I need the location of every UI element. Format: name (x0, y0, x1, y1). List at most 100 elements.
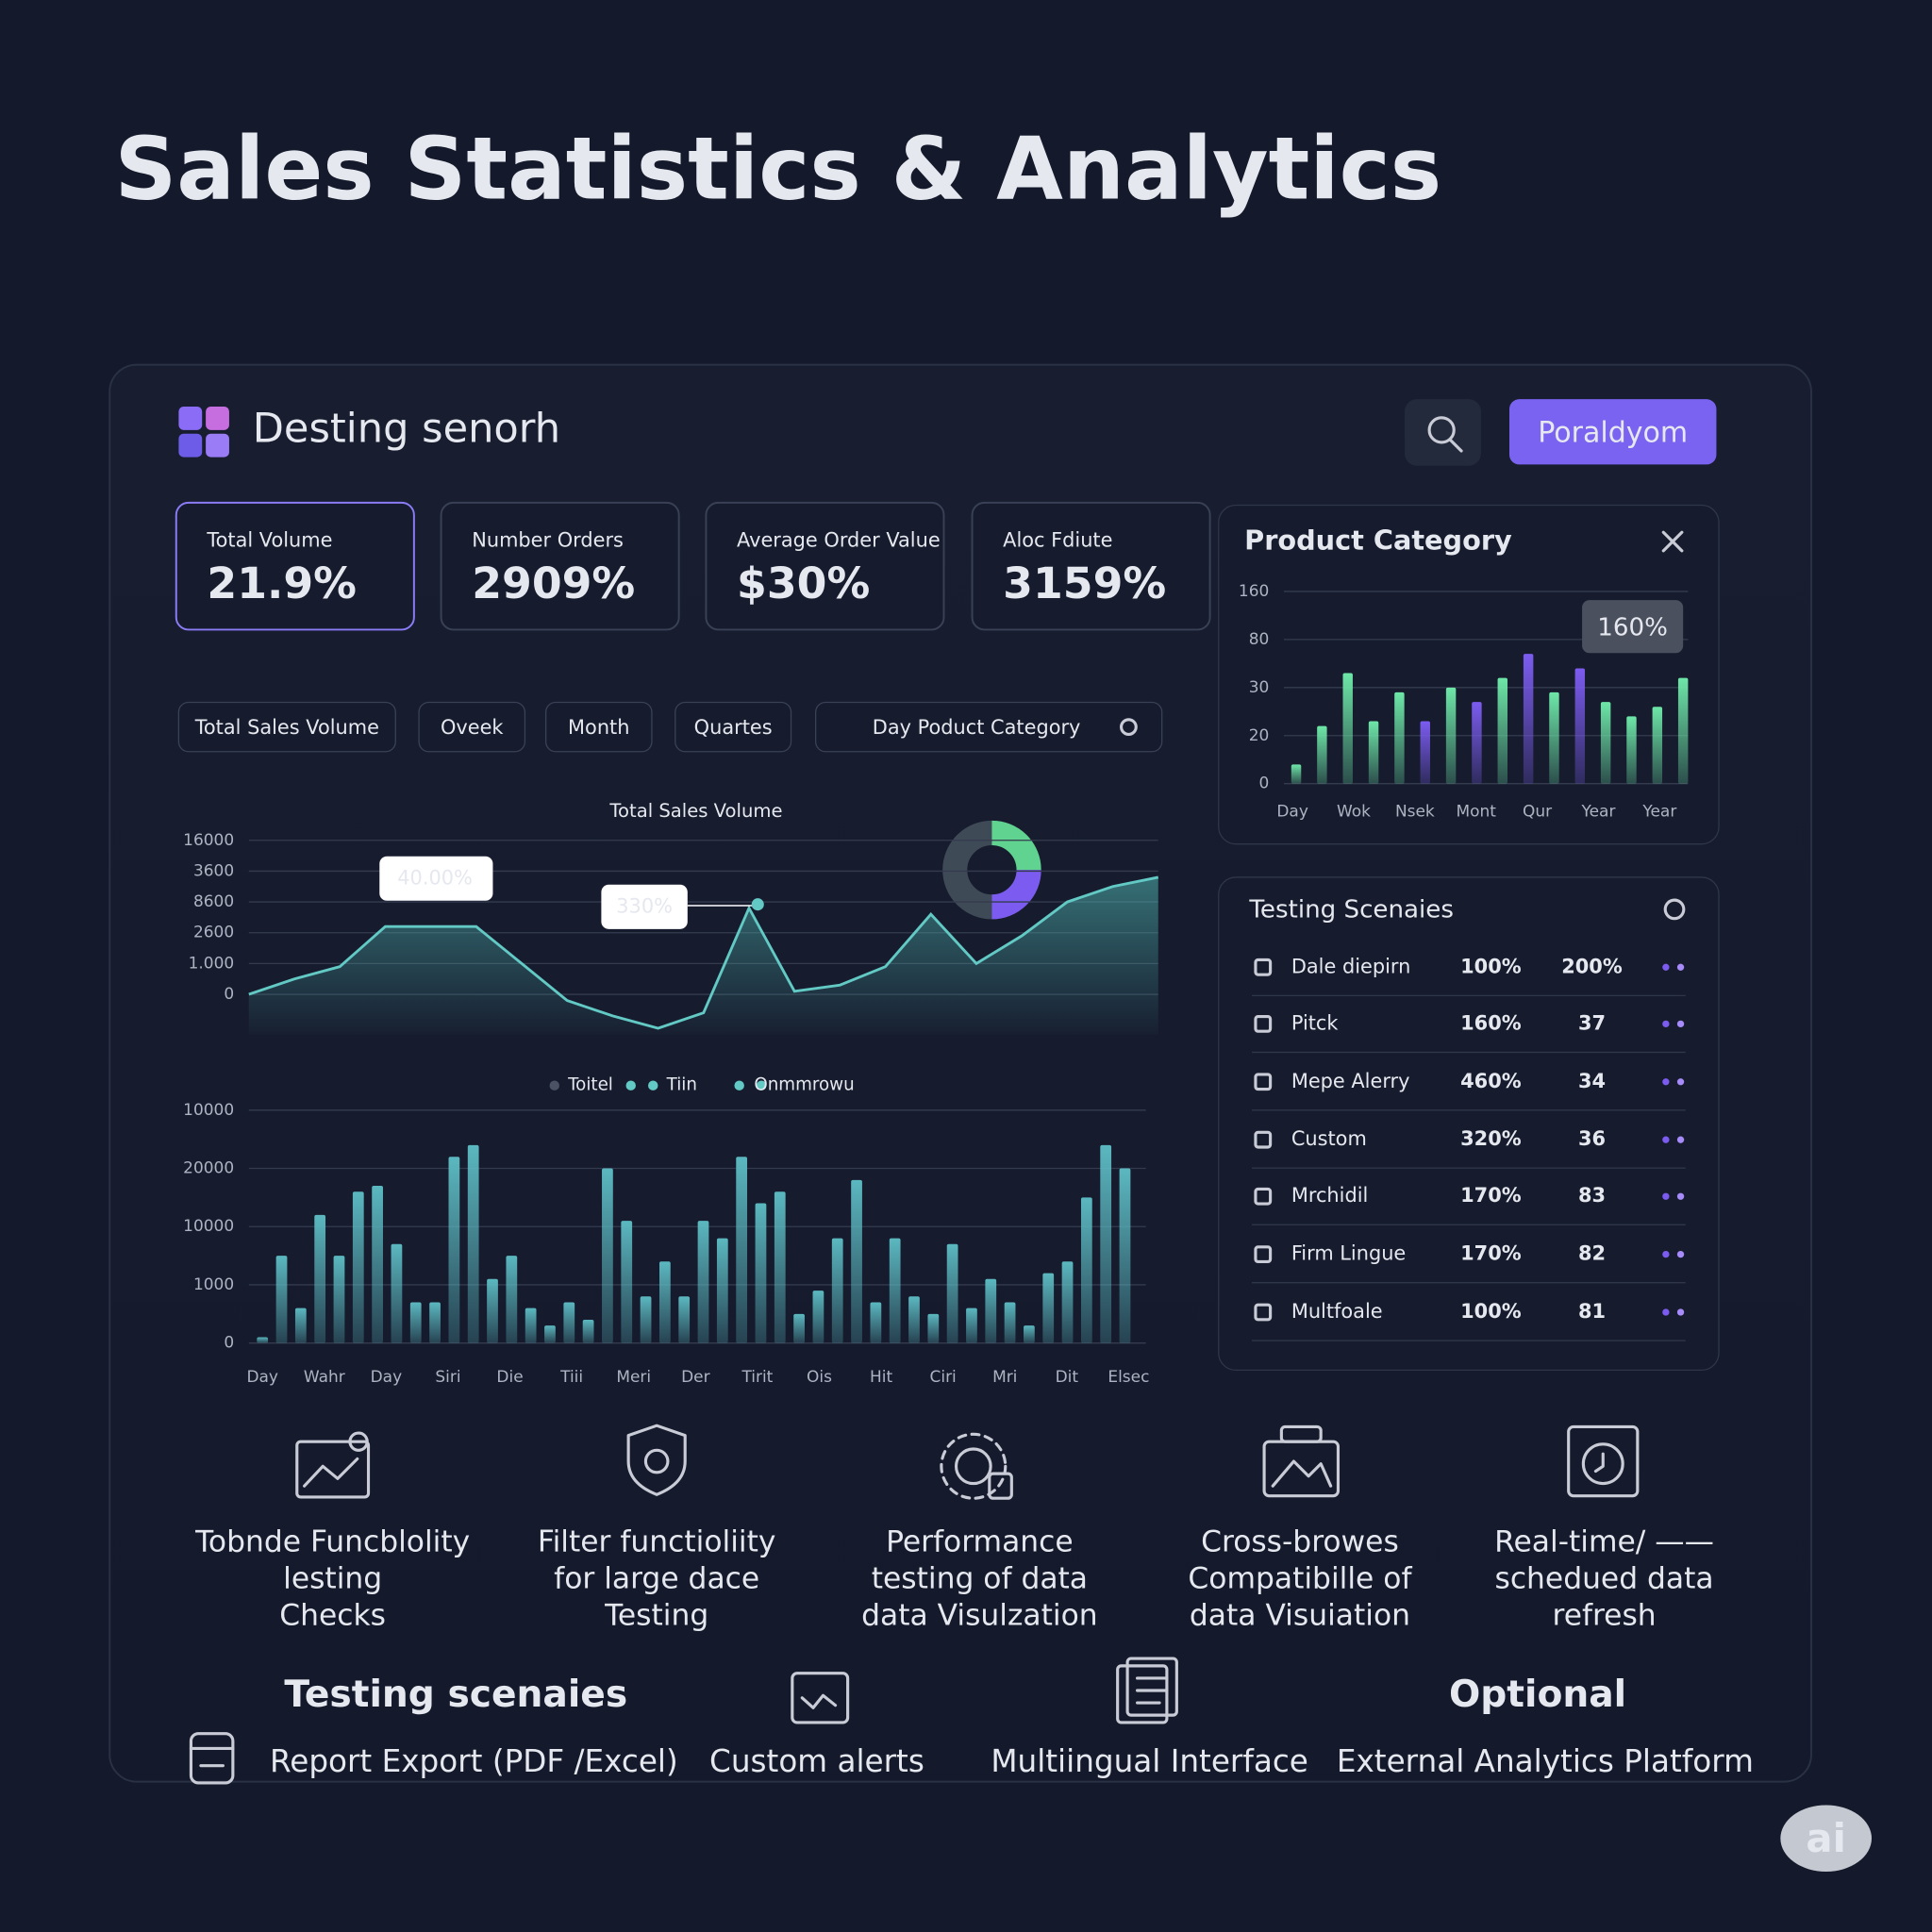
x-tick-label: Tiii (559, 1368, 583, 1387)
bar (831, 1238, 843, 1343)
bar (525, 1307, 537, 1343)
section-heading: Optional (1449, 1674, 1626, 1716)
bar (1291, 764, 1302, 784)
row-dot[interactable] (1676, 1308, 1685, 1316)
x-tick-label: Tirit (741, 1368, 773, 1387)
filter-chip[interactable] (675, 701, 792, 753)
annotation: 40.00% (397, 866, 473, 889)
x-tick-label: Meri (616, 1368, 651, 1387)
search-button[interactable] (1404, 399, 1481, 466)
x-tick-label: Year (1581, 803, 1616, 822)
bar (736, 1157, 748, 1343)
bar (1574, 668, 1586, 784)
filter-label[interactable]: Total Sales Volume (194, 716, 379, 739)
close-icon[interactable] (1661, 530, 1684, 553)
row-value: 160% (1460, 1011, 1522, 1034)
bar (1445, 687, 1457, 784)
kpi-label: Total Volume (206, 528, 332, 551)
x-tick-label: Siri (435, 1368, 460, 1387)
row-icon (1254, 1245, 1273, 1264)
y-tick-label: 160 (1239, 582, 1269, 601)
donut-decoration (942, 820, 1041, 920)
row-icon (1254, 958, 1273, 976)
bar (506, 1256, 518, 1343)
bottom-item: External Analytics Platform (1337, 1743, 1754, 1779)
primary-button-label[interactable]: Poraldyom (1538, 416, 1688, 449)
row-dot[interactable] (1662, 1020, 1670, 1028)
bar (429, 1302, 441, 1343)
area-line (248, 875, 1159, 1030)
bar (966, 1307, 977, 1343)
bar (621, 1221, 633, 1343)
row-dot[interactable] (1676, 1136, 1685, 1143)
row-icon (1254, 1014, 1273, 1033)
row-dot[interactable] (1662, 1250, 1670, 1258)
x-tick-label: Ciri (930, 1368, 957, 1387)
product-title: Product Category (1244, 525, 1512, 557)
brand-name: Desting senorh (253, 406, 560, 453)
feature-label: data Visuiation (1190, 1599, 1410, 1633)
row-name: Mepe Alerry (1291, 1070, 1410, 1092)
x-tick-label: Qur (1523, 803, 1552, 822)
row-dot[interactable] (1662, 963, 1670, 971)
testing-card (1218, 876, 1720, 1372)
row-icon (1254, 1187, 1273, 1206)
filter-icon[interactable] (1120, 718, 1138, 737)
filter-label[interactable]: Day Poduct Category (873, 716, 1081, 739)
filter-chip[interactable] (544, 701, 653, 753)
filter-chip[interactable] (177, 701, 396, 753)
bar (1080, 1197, 1092, 1343)
bar (946, 1243, 958, 1343)
row-dot[interactable] (1662, 1136, 1670, 1143)
feature-label: Cross-browes (1201, 1524, 1399, 1558)
filter-label[interactable]: Oveek (441, 716, 504, 739)
x-tick-label: Day (1276, 803, 1308, 822)
filter-chip[interactable] (418, 701, 526, 753)
row-dot[interactable] (1676, 1020, 1685, 1028)
y-tick-label: 8600 (193, 892, 234, 911)
row-dot[interactable] (1676, 1078, 1685, 1086)
primary-button[interactable] (1509, 399, 1717, 465)
row-value: 82 (1578, 1242, 1606, 1265)
row-dot[interactable] (1676, 963, 1685, 971)
legend-dot (734, 1080, 744, 1091)
bar (1342, 673, 1353, 784)
row-dot[interactable] (1662, 1308, 1670, 1316)
feature-icon (1262, 1424, 1341, 1498)
x-tick-label: Nsek (1395, 803, 1435, 822)
bar (1119, 1168, 1131, 1343)
kpi-value: $30% (737, 558, 870, 608)
row-name: Custom (1291, 1127, 1367, 1150)
row-dot[interactable] (1662, 1078, 1670, 1086)
legend-dot (549, 1080, 559, 1091)
bar (755, 1203, 767, 1343)
ai-badge-label[interactable]: ai (1806, 1815, 1846, 1861)
bar (1317, 725, 1327, 784)
feature-label: Filter functioliity (538, 1524, 776, 1558)
bar (1394, 691, 1405, 784)
filter-label[interactable]: Quartes (694, 716, 773, 739)
info-icon[interactable] (1663, 898, 1686, 921)
feature-icon (295, 1431, 371, 1499)
tooltip-box (1582, 600, 1684, 654)
ai-badge[interactable] (1780, 1805, 1872, 1872)
row-icon (1254, 1130, 1273, 1149)
bar (1549, 691, 1559, 784)
legend-dot (648, 1080, 658, 1091)
row-name: Multfoale (1291, 1300, 1383, 1323)
y-tick-label: 16000 (183, 831, 234, 850)
filter-label[interactable]: Month (568, 716, 629, 739)
y-tick-label: 10000 (183, 1101, 234, 1120)
row-dot[interactable] (1662, 1192, 1670, 1200)
row-value: 170% (1460, 1184, 1522, 1207)
row-dot[interactable] (1676, 1250, 1685, 1258)
language-icon (1116, 1657, 1178, 1724)
row-dot[interactable] (1676, 1192, 1685, 1200)
row-name: Pitck (1291, 1011, 1340, 1034)
bar (774, 1191, 786, 1343)
x-tick-label: Dit (1056, 1368, 1079, 1387)
x-tick-label: Hit (870, 1368, 892, 1387)
section-heading: Testing scenaies (284, 1674, 627, 1716)
filter-chip[interactable] (815, 701, 1163, 753)
feature-label: data Visulzation (861, 1599, 1098, 1633)
